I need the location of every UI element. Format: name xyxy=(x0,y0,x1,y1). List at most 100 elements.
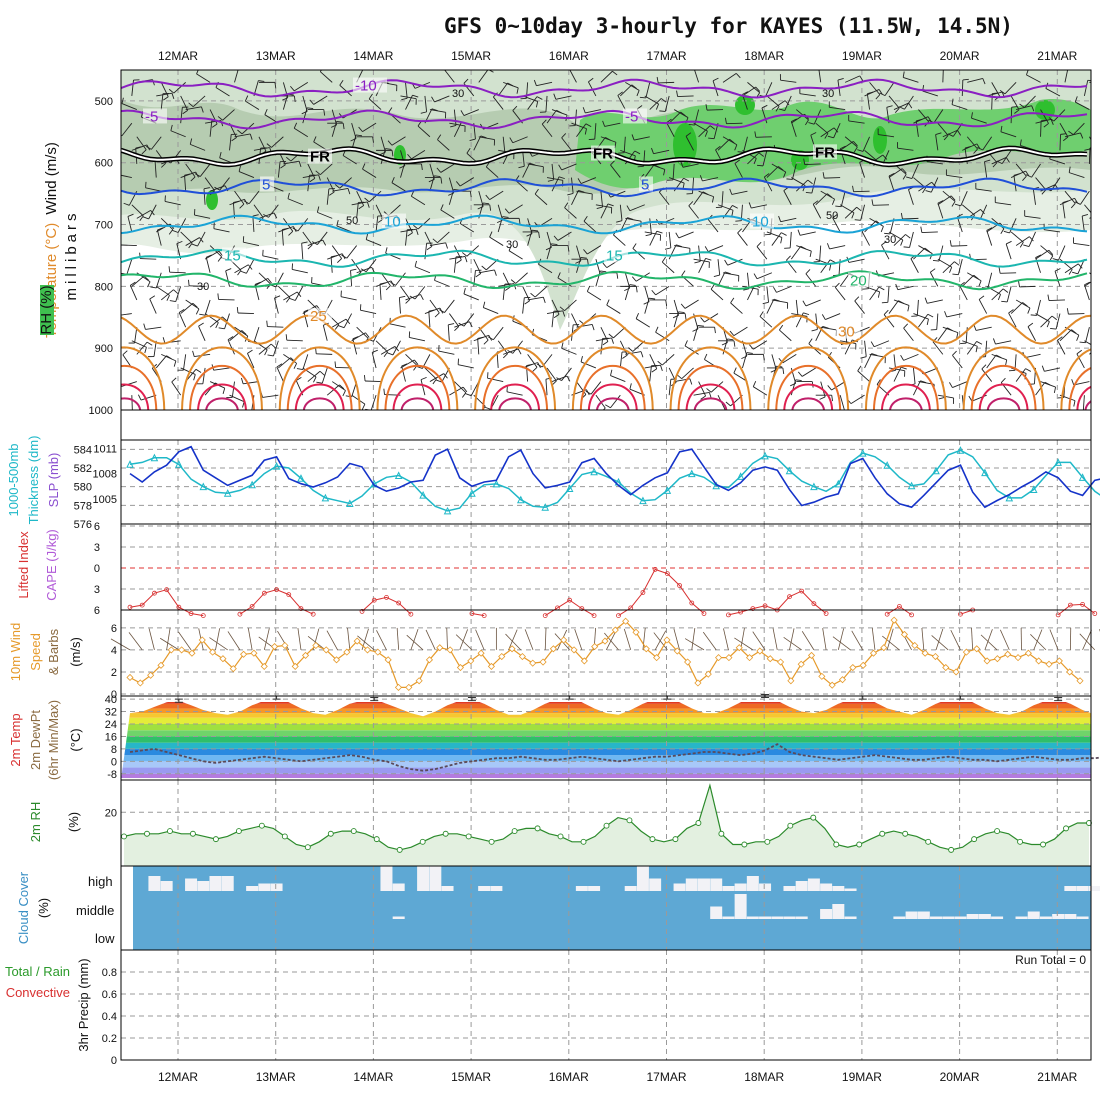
wind-barb-flag xyxy=(821,314,826,320)
temp-contour xyxy=(121,177,1088,198)
wind-barb-flag xyxy=(1031,105,1035,112)
wind-barb-flag xyxy=(137,394,142,401)
wind-barb xyxy=(688,205,699,219)
wind-barb xyxy=(783,190,792,205)
wind-barb xyxy=(131,275,145,287)
wind-barb-flag xyxy=(465,393,472,397)
cloud-bar xyxy=(991,916,1004,919)
wind-barb xyxy=(1093,395,1100,398)
wind10-barb xyxy=(459,629,468,651)
wind-barb xyxy=(655,285,670,296)
wind-barb-flag xyxy=(680,303,686,309)
wind-barb-flag xyxy=(541,119,547,125)
cloud-cover-panel: high middle low xyxy=(76,865,1100,951)
contour-label: -5 xyxy=(625,108,638,125)
label-wind10-a: 10m Wind xyxy=(8,623,23,682)
wind-barb-flag xyxy=(510,279,517,284)
wind-barb-flag xyxy=(711,196,715,203)
wind-barb-flag xyxy=(886,105,893,108)
wind-barb-flag xyxy=(121,97,124,104)
contour-label: -5 xyxy=(145,108,158,125)
wind-barb xyxy=(463,293,479,301)
wind-barb-flag xyxy=(635,313,640,319)
wind-barb-flag xyxy=(329,191,335,196)
wind-barb-flag xyxy=(791,118,797,122)
wind-barb-flag xyxy=(783,171,787,178)
wind-barb xyxy=(722,73,737,83)
wind-barb xyxy=(1044,229,1061,233)
wind-barb xyxy=(659,217,675,225)
wind10-barb xyxy=(752,631,766,651)
wind-speed-marker xyxy=(240,650,248,658)
diurnal-contour xyxy=(978,383,1029,410)
wind-barb xyxy=(336,225,352,233)
wind-barb xyxy=(204,299,211,316)
wind-barb xyxy=(522,95,538,102)
wind-barb-flag xyxy=(602,341,609,346)
thickness-marker xyxy=(272,462,281,470)
contour-label-bg xyxy=(836,323,860,339)
wind-barb xyxy=(478,70,489,83)
wind-barb xyxy=(1082,395,1085,410)
li-marker xyxy=(909,612,914,618)
label-t2-b: 2m DewPt xyxy=(28,710,43,770)
wind-barb-flag xyxy=(313,376,317,383)
wind-barb-flag xyxy=(484,406,491,410)
wind-barb xyxy=(294,286,304,301)
temp-tick: 16 xyxy=(105,731,117,743)
wind-barb xyxy=(258,272,271,285)
wind10-barb xyxy=(505,633,522,651)
wind-speed-marker xyxy=(415,677,423,685)
wind-barb xyxy=(888,95,900,109)
wind-barb xyxy=(204,313,219,323)
wind-barb-flag xyxy=(980,209,985,215)
bottom-date-tick: 16MAR xyxy=(549,1070,589,1084)
rh-marker xyxy=(189,830,196,837)
wind-barb-flag xyxy=(379,282,386,285)
thickness-marker xyxy=(223,489,232,497)
wind-barb-flag xyxy=(902,174,907,180)
contour-label-bg xyxy=(639,176,653,192)
wind-barb-flag xyxy=(805,192,812,194)
wind-barb xyxy=(904,95,914,110)
wind-barb-flag xyxy=(651,289,656,296)
wind-barb xyxy=(243,381,260,385)
wind-barb xyxy=(668,244,677,260)
wind-barb xyxy=(918,245,933,254)
cloud-bar xyxy=(759,916,772,919)
cloud-bar xyxy=(759,883,772,891)
cloud-bar xyxy=(636,866,649,891)
wind-barb-flag xyxy=(602,407,606,410)
rh-area xyxy=(575,98,1091,189)
rh-contour-label: 30 xyxy=(884,234,896,246)
wind-barb-flag xyxy=(516,87,519,94)
wind-barb xyxy=(884,82,895,96)
wind-barb-flag xyxy=(822,325,829,329)
diurnal-contour xyxy=(1076,385,1091,410)
wind-speed-marker xyxy=(797,660,805,668)
wind-barb-flag xyxy=(368,93,373,100)
wind-barb xyxy=(903,353,919,361)
wind-barb-flag xyxy=(706,388,712,393)
thickness-marker xyxy=(565,484,574,493)
wind-barb-flag xyxy=(835,205,842,208)
temp-tick: 8 xyxy=(111,744,117,756)
bottom-date-tick: 19MAR xyxy=(842,1070,882,1084)
wind-barb-flag xyxy=(518,218,521,225)
wind-barb-flag xyxy=(733,340,736,347)
wind-barb-flag xyxy=(900,354,904,361)
wind-barb-flag xyxy=(627,217,634,220)
wind-barb-flag xyxy=(984,159,991,163)
wind-barb xyxy=(498,283,515,287)
wind-barb-flag xyxy=(362,163,366,170)
wind-barb xyxy=(331,318,347,328)
wind-barb xyxy=(1064,190,1076,204)
wind-barb-flag xyxy=(797,229,801,236)
wind10-barb xyxy=(935,628,944,651)
rh-marker xyxy=(304,844,311,851)
wind-barb xyxy=(766,231,783,238)
wind-barb-flag xyxy=(753,273,758,279)
wind-barb xyxy=(282,94,289,110)
wind-barb-flag xyxy=(577,178,582,184)
